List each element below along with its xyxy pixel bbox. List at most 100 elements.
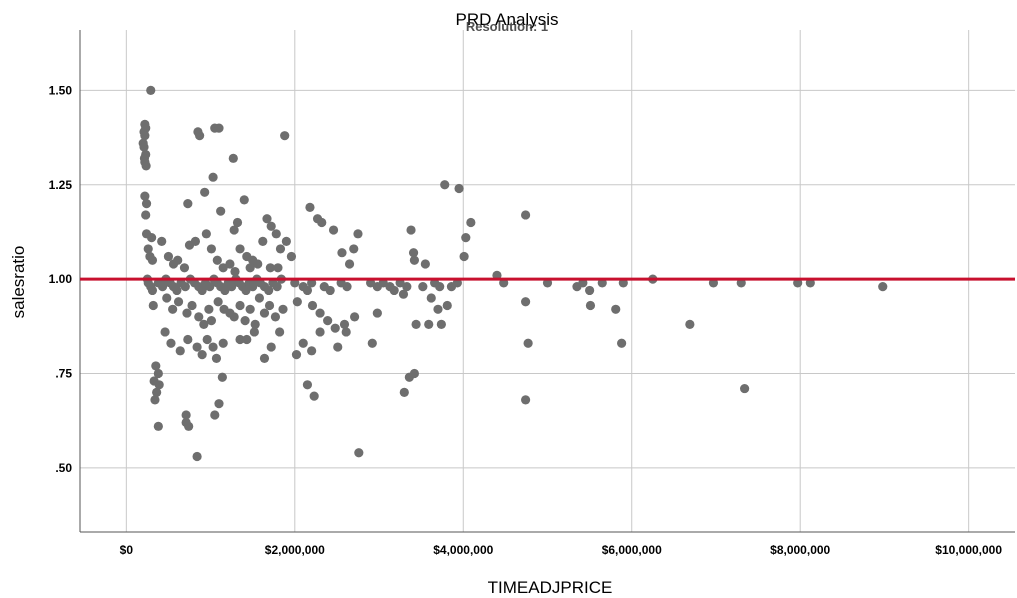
data-point — [354, 448, 364, 458]
data-point — [229, 225, 239, 235]
data-point — [235, 244, 245, 254]
data-points — [138, 85, 888, 462]
data-point — [270, 312, 281, 322]
data-point — [424, 319, 434, 330]
data-point — [204, 304, 214, 314]
data-point — [302, 285, 313, 296]
data-point — [232, 217, 243, 228]
x-axis-label: TIMEADJPRICE — [488, 578, 613, 597]
data-point — [389, 285, 399, 296]
data-point — [435, 282, 445, 292]
data-point — [426, 293, 436, 303]
data-point — [147, 255, 158, 265]
data-point — [302, 380, 313, 390]
data-point — [153, 368, 163, 379]
data-point — [275, 244, 286, 254]
data-point — [341, 327, 351, 337]
x-tick-labels: $0 $2,000,000 $4,000,000 $6,000,000 $8,000,0… — [120, 543, 1003, 557]
data-point — [211, 353, 222, 363]
data-point — [163, 251, 174, 262]
data-point — [339, 319, 350, 330]
data-point — [197, 285, 207, 296]
data-point — [140, 191, 150, 201]
data-point — [307, 300, 318, 311]
data-point — [200, 187, 210, 197]
data-point — [523, 338, 533, 348]
data-point — [249, 327, 259, 337]
data-point — [454, 183, 464, 194]
x-tick-label: $6,000,000 — [602, 543, 662, 557]
data-point — [305, 202, 315, 212]
data-point — [192, 451, 202, 462]
data-point — [878, 282, 888, 292]
chart-subtitle: Resolution: 1 — [466, 19, 548, 34]
data-point — [367, 338, 377, 348]
data-point — [398, 289, 409, 299]
data-point — [611, 304, 621, 314]
data-point — [315, 327, 325, 337]
data-point — [250, 319, 260, 330]
data-point — [157, 282, 168, 292]
data-point — [181, 410, 191, 420]
chart-title: PRD Analysis — [456, 10, 559, 29]
data-point — [139, 142, 149, 152]
data-point — [372, 308, 382, 318]
data-point — [406, 225, 416, 235]
data-point — [199, 319, 209, 330]
data-point — [411, 319, 421, 330]
data-point — [140, 131, 150, 141]
data-point — [271, 229, 281, 239]
data-point — [245, 263, 255, 273]
data-point — [180, 282, 190, 292]
data-point — [344, 259, 355, 269]
x-tick-label: $10,000,000 — [935, 543, 1002, 557]
data-point — [248, 282, 258, 292]
data-point — [151, 361, 161, 371]
y-tick-label: .50 — [55, 461, 72, 475]
data-point — [172, 285, 182, 296]
data-point — [280, 131, 290, 141]
data-point — [214, 399, 224, 409]
data-point — [333, 342, 343, 352]
data-point — [273, 263, 283, 273]
data-point — [409, 368, 420, 379]
data-point — [309, 391, 319, 401]
x-tick-label: $0 — [120, 543, 134, 557]
data-point — [440, 180, 450, 190]
data-point — [146, 85, 156, 95]
data-point — [278, 304, 288, 314]
data-point — [173, 297, 184, 307]
data-point — [208, 172, 218, 182]
data-point — [217, 372, 227, 382]
data-point — [240, 316, 250, 326]
data-point — [330, 323, 340, 333]
data-point — [258, 236, 268, 246]
data-point — [307, 346, 317, 356]
data-point — [466, 217, 476, 228]
data-point — [337, 248, 347, 258]
data-point — [162, 293, 172, 303]
data-point — [218, 263, 228, 273]
data-point — [298, 338, 308, 348]
y-tick-label: .75 — [55, 366, 72, 380]
data-point — [173, 255, 183, 265]
data-point — [235, 300, 245, 311]
data-point — [141, 210, 151, 220]
data-point — [205, 282, 215, 292]
y-tick-label: 1.00 — [49, 272, 73, 286]
x-tick-label: $8,000,000 — [770, 543, 830, 557]
x-tick-label: $2,000,000 — [265, 543, 325, 557]
data-point — [146, 232, 157, 243]
data-point — [281, 236, 291, 246]
data-point — [182, 308, 192, 318]
data-point — [230, 266, 240, 277]
data-point — [265, 263, 275, 273]
data-point — [150, 395, 160, 405]
data-point — [342, 282, 352, 292]
data-point — [206, 316, 217, 326]
data-point — [195, 131, 205, 141]
data-point — [208, 342, 218, 352]
data-point — [442, 300, 452, 311]
data-point — [264, 300, 275, 311]
data-point — [399, 387, 409, 397]
